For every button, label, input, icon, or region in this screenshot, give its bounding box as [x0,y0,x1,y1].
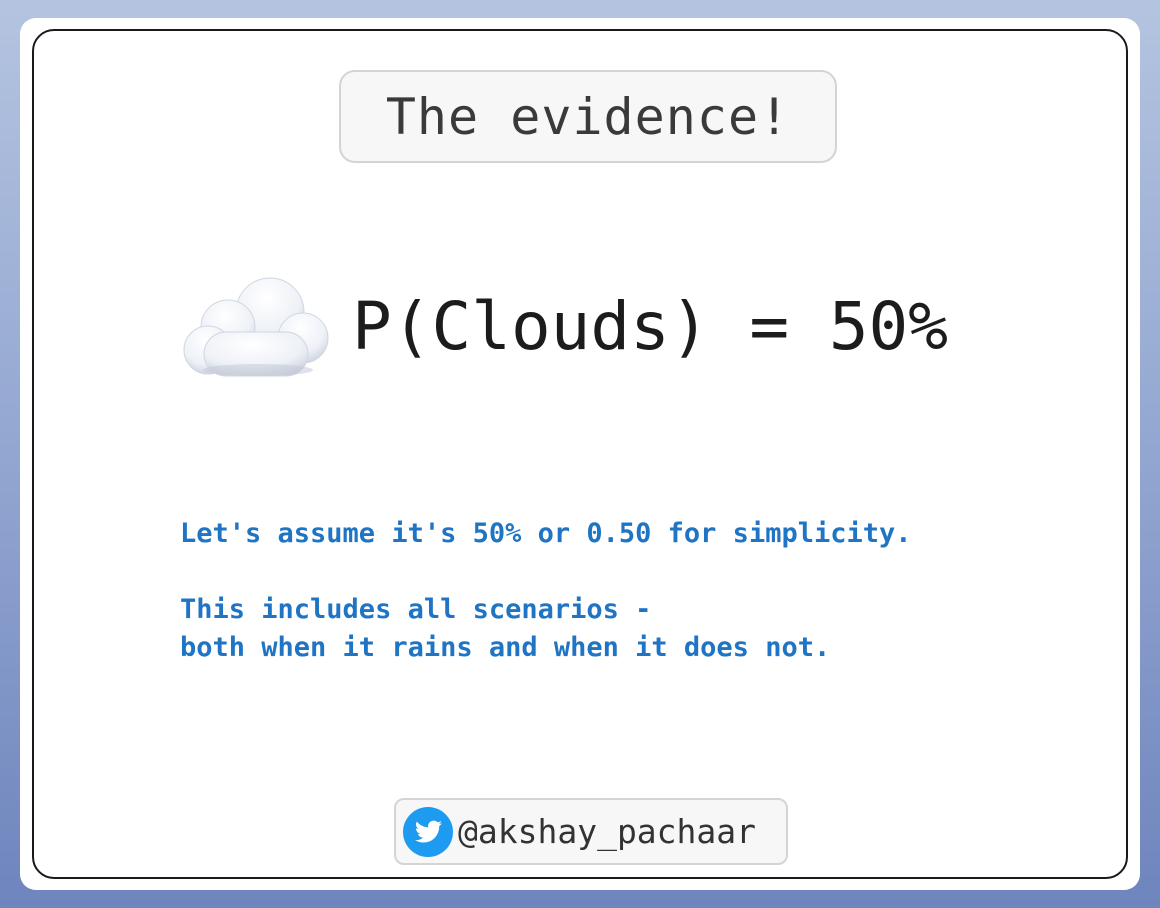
slide-title: The evidence! [385,87,791,146]
author-handle-badge: @akshay_pachaar [394,798,788,865]
cloud-icon [183,277,329,377]
author-handle: @akshay_pachaar [458,812,757,851]
slide-frame [32,29,1128,879]
formula-row: P(Clouds) = 50% [178,270,948,382]
twitter-bird-icon [403,806,453,857]
scenario-note-line-1: This includes all scenarios - [180,594,652,625]
title-box: The evidence! [339,70,837,163]
probability-formula: P(Clouds) = 50% [352,287,949,365]
assumption-note: Let's assume it's 50% or 0.50 for simpli… [180,518,912,549]
scenario-note-line-2: both when it rains and when it does not. [180,632,831,663]
